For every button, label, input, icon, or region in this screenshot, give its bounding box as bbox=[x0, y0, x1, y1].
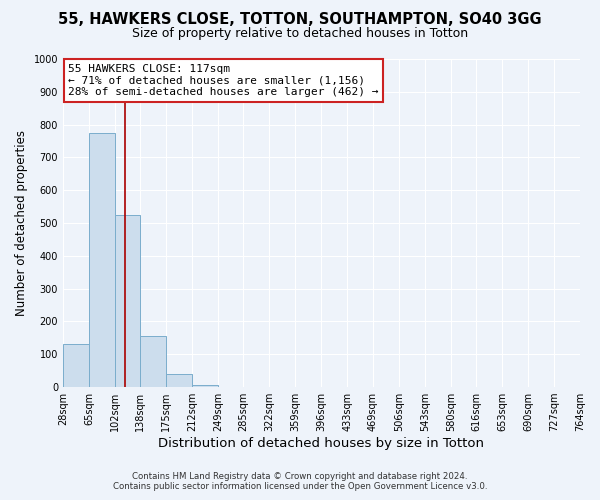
Text: 55 HAWKERS CLOSE: 117sqm
← 71% of detached houses are smaller (1,156)
28% of sem: 55 HAWKERS CLOSE: 117sqm ← 71% of detach… bbox=[68, 64, 379, 97]
Bar bbox=[115, 215, 140, 387]
Bar bbox=[192, 386, 218, 387]
Text: Contains public sector information licensed under the Open Government Licence v3: Contains public sector information licen… bbox=[113, 482, 487, 491]
Bar bbox=[63, 344, 89, 387]
Text: 55, HAWKERS CLOSE, TOTTON, SOUTHAMPTON, SO40 3GG: 55, HAWKERS CLOSE, TOTTON, SOUTHAMPTON, … bbox=[58, 12, 542, 28]
Text: Size of property relative to detached houses in Totton: Size of property relative to detached ho… bbox=[132, 28, 468, 40]
Bar bbox=[140, 336, 166, 387]
Text: Contains HM Land Registry data © Crown copyright and database right 2024.: Contains HM Land Registry data © Crown c… bbox=[132, 472, 468, 481]
Bar bbox=[89, 133, 115, 387]
Bar bbox=[166, 374, 192, 387]
Y-axis label: Number of detached properties: Number of detached properties bbox=[15, 130, 28, 316]
X-axis label: Distribution of detached houses by size in Totton: Distribution of detached houses by size … bbox=[158, 437, 484, 450]
